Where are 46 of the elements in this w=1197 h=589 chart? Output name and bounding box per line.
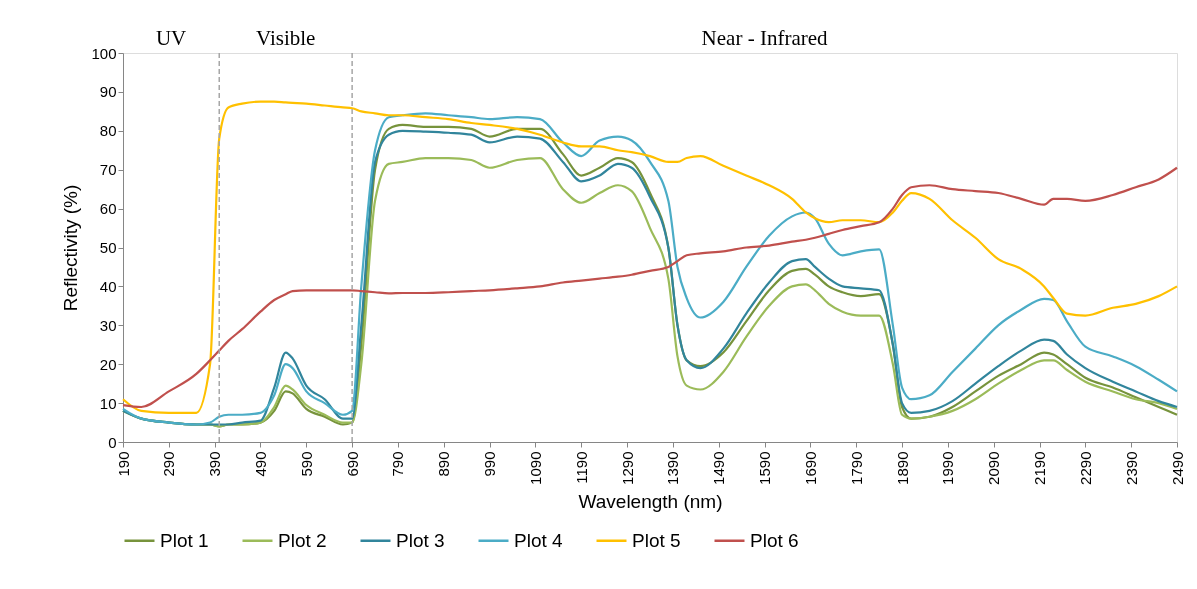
- x-tick-label: 790: [389, 451, 407, 477]
- y-tick-label: 60: [99, 200, 117, 218]
- x-tick-label: 1590: [756, 451, 774, 485]
- legend-label: Plot 4: [514, 529, 564, 551]
- legend-label: Plot 5: [632, 529, 681, 551]
- x-tick-label: 1290: [618, 451, 636, 485]
- x-tick-label: 1490: [710, 451, 728, 485]
- x-tick-label: 890: [435, 451, 453, 477]
- x-tick-label: 390: [206, 451, 224, 477]
- legend-label: Plot 3: [396, 529, 445, 551]
- text: Near - Infrared: [701, 26, 829, 50]
- y-tick-label: 10: [99, 394, 117, 412]
- x-tick-label: 1990: [939, 451, 957, 485]
- x-tick-label: 1890: [893, 451, 911, 485]
- x-tick-label: 190: [114, 451, 132, 477]
- x-tick-label: 590: [297, 451, 315, 477]
- y-tick-label: 50: [99, 239, 117, 256]
- x-tick-label: 990: [481, 451, 499, 477]
- y-tick-label: 40: [99, 277, 117, 295]
- x-tick-label: 2190: [1031, 451, 1049, 485]
- x-tick-label: 290: [160, 451, 178, 477]
- y-tick-label: 70: [99, 161, 117, 179]
- y-tick-label: 30: [99, 316, 117, 334]
- legend-label: Plot 2: [278, 529, 327, 551]
- text: Visible: [255, 26, 316, 50]
- x-tick-label: 1190: [572, 451, 590, 484]
- x-tick-label: 2390: [1122, 451, 1140, 485]
- y-tick-label: 80: [99, 122, 117, 140]
- legend-label: Plot 6: [750, 529, 799, 551]
- x-tick-label: 1790: [847, 451, 865, 485]
- x-tick-label: 1690: [801, 451, 819, 485]
- x-tick-label: 2090: [985, 451, 1003, 485]
- x-tick-label: 1390: [664, 451, 682, 485]
- x-tick-label: 690: [343, 451, 361, 477]
- x-axis-title: Wavelength (nm): [578, 490, 723, 512]
- x-tick-label: 2290: [1076, 451, 1094, 485]
- legend-label: Plot 1: [160, 529, 209, 551]
- text: UV: [155, 26, 187, 50]
- y-axis-title: Reflectivity (%): [60, 184, 82, 312]
- y-tick-label: 90: [99, 83, 117, 101]
- x-tick-label: 2490: [1168, 451, 1186, 485]
- x-tick-label: 1090: [526, 451, 544, 485]
- y-tick-label: 20: [99, 355, 117, 373]
- x-tick-label: 490: [251, 451, 269, 477]
- y-tick-label: 0: [108, 433, 117, 451]
- y-tick-label: 100: [91, 44, 117, 62]
